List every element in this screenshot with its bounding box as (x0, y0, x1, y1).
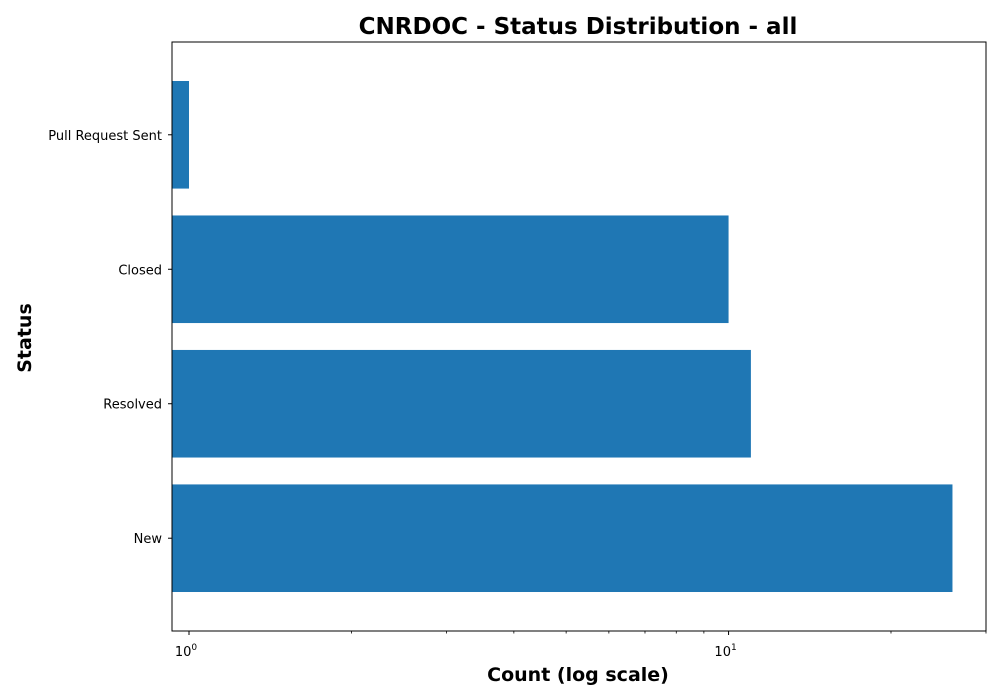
x-tick-label: 101 (714, 643, 736, 660)
x-tick-base: 10 (175, 645, 192, 660)
x-tick-exponent: 0 (191, 643, 197, 653)
x-tick-label: 100 (175, 643, 198, 660)
y-axis-title: Status (14, 303, 36, 373)
y-tick-label: Closed (118, 263, 162, 278)
bar-new (172, 484, 953, 593)
bar-resolved (172, 349, 751, 458)
y-tick-label: New (134, 532, 163, 547)
bar-pull-request-sent (172, 80, 190, 189)
y-tick-label: Resolved (103, 398, 162, 413)
bars-layer (172, 80, 953, 593)
x-tick-base: 10 (714, 645, 731, 660)
plot-frame (171, 41, 987, 632)
y-tick-label: Pull Request Sent (48, 129, 162, 144)
bar-closed (172, 215, 729, 324)
x-tick-exponent: 1 (731, 643, 737, 653)
chart-title: CNRDOC - Status Distribution - all (359, 14, 798, 40)
x-axis-title: Count (log scale) (487, 664, 669, 686)
